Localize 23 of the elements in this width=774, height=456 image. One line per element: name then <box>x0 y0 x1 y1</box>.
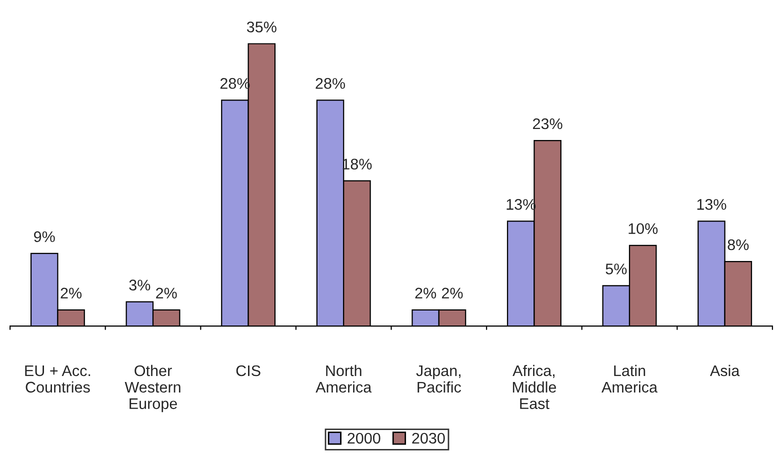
data-label: 9% <box>34 231 55 242</box>
data-label: 13% <box>697 199 726 210</box>
data-label: 2% <box>60 288 82 298</box>
data-label: 8% <box>728 239 749 250</box>
x-tick-label: Asia <box>710 364 740 376</box>
data-label: 10% <box>628 223 658 234</box>
legend-label: 2030 <box>412 432 445 444</box>
x-tick-label: Japan, Pacific <box>416 365 461 393</box>
legend-label: 2000 <box>348 432 380 444</box>
data-label: 3% <box>129 280 150 290</box>
data-label: 2% <box>156 288 177 298</box>
data-label: 23% <box>533 118 562 130</box>
data-label: 2% <box>415 288 436 298</box>
data-label: 2% <box>442 288 463 298</box>
x-tick-label: Africa, Middle East <box>512 364 556 410</box>
data-label: 28% <box>316 78 346 89</box>
x-tick-label: North America <box>316 364 372 393</box>
data-label: 5% <box>606 264 627 274</box>
x-tick-label: Other Western Europe <box>124 364 180 412</box>
data-label: 35% <box>246 22 276 32</box>
x-tick-label: Latin America <box>602 364 658 393</box>
x-tick-label: EU + Acc. Countries <box>25 365 90 393</box>
x-tick-label: CIS <box>236 365 260 376</box>
